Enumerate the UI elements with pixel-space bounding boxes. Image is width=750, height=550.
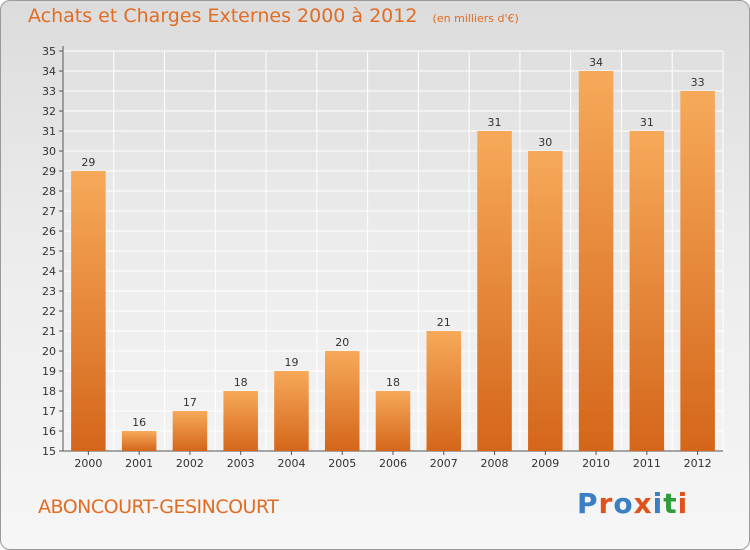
y-tick-label: 22 xyxy=(42,305,56,318)
bar-value-label: 31 xyxy=(488,116,502,129)
bar xyxy=(223,391,258,451)
x-tick-label: 2004 xyxy=(277,457,305,470)
bar-value-label: 18 xyxy=(386,376,400,389)
x-tick-label: 2012 xyxy=(684,457,712,470)
x-tick-label: 2009 xyxy=(531,457,559,470)
bar xyxy=(528,151,563,451)
y-tick-label: 26 xyxy=(42,225,56,238)
y-tick-label: 15 xyxy=(42,445,56,458)
y-tick-label: 28 xyxy=(42,185,56,198)
brand-letter: r xyxy=(598,487,614,520)
x-tick-label: 2010 xyxy=(582,457,610,470)
bar xyxy=(629,131,665,451)
y-tick-label: 18 xyxy=(42,385,56,398)
bar xyxy=(680,91,715,451)
bar-value-label: 19 xyxy=(284,356,298,369)
bars xyxy=(71,71,715,451)
y-tick-label: 16 xyxy=(42,425,56,438)
commune-name: ABONCOURT-GESINCOURT xyxy=(38,496,279,518)
x-tick-label: 2001 xyxy=(125,457,153,470)
y-tick-label: 32 xyxy=(42,105,56,118)
brand-letter: o xyxy=(613,487,634,520)
bar xyxy=(71,171,106,451)
x-tick-label: 2006 xyxy=(379,457,407,470)
bar-value-label: 31 xyxy=(640,116,654,129)
bar-value-label: 17 xyxy=(183,396,197,409)
y-tick-label: 33 xyxy=(42,85,56,98)
chart-title: Achats et Charges Externes 2000 à 2012 xyxy=(28,5,418,27)
title-row: Achats et Charges Externes 2000 à 2012 (… xyxy=(28,5,519,27)
brand-letter: P xyxy=(577,487,599,520)
bar-value-label: 33 xyxy=(691,76,705,89)
y-tick-label: 31 xyxy=(42,125,56,138)
y-tick-label: 21 xyxy=(42,325,56,338)
y-tick-label: 24 xyxy=(42,265,56,278)
bar xyxy=(578,71,614,451)
chart-unit: (en milliers d'€) xyxy=(432,12,519,25)
x-tick-label: 2008 xyxy=(481,457,509,470)
y-tick-label: 30 xyxy=(42,145,56,158)
x-tick-label: 2007 xyxy=(430,457,458,470)
y-tick-label: 20 xyxy=(42,345,56,358)
y-tick-label: 17 xyxy=(42,405,56,418)
bar-value-label: 20 xyxy=(335,336,349,349)
x-tick-label: 2000 xyxy=(74,457,102,470)
bar xyxy=(324,351,360,451)
brand-letter: i xyxy=(677,487,689,520)
x-tick-label: 2011 xyxy=(633,457,661,470)
y-tick-label: 29 xyxy=(42,165,56,178)
bar xyxy=(172,411,208,451)
bar-value-label: 30 xyxy=(538,136,552,149)
brand-letter: i xyxy=(652,487,664,520)
brand-letter: t xyxy=(663,487,678,520)
bar xyxy=(477,131,512,451)
bar-value-label: 21 xyxy=(437,316,451,329)
x-tick-label: 2005 xyxy=(328,457,356,470)
y-tick-label: 27 xyxy=(42,205,56,218)
bar-value-label: 18 xyxy=(234,376,248,389)
bar xyxy=(426,331,462,451)
labels: 15 16 17 18 19 20 21 22 23 24 25 26 27 28 29 30 31 32 33 34… xyxy=(42,45,712,470)
bar-value-label: 29 xyxy=(81,156,95,169)
bar xyxy=(274,371,309,451)
brand-letter: x xyxy=(633,487,653,520)
y-tick-label: 34 xyxy=(42,65,56,78)
y-tick-label: 25 xyxy=(42,245,56,258)
y-tick-label: 35 xyxy=(42,45,56,58)
bar xyxy=(121,431,157,451)
bar-value-label: 16 xyxy=(132,416,146,429)
brand-logo: Proxiti xyxy=(577,487,688,520)
y-tick-label: 19 xyxy=(42,365,56,378)
bar xyxy=(375,391,411,451)
x-tick-label: 2003 xyxy=(227,457,255,470)
bar-value-label: 34 xyxy=(589,56,603,69)
x-tick-label: 2002 xyxy=(176,457,204,470)
y-tick-label: 23 xyxy=(42,285,56,298)
